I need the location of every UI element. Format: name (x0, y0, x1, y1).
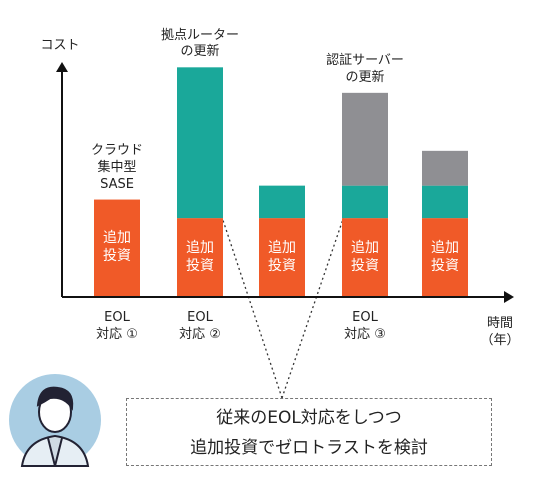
segment-label: 追加 投資 (431, 239, 459, 275)
bar-segment (422, 151, 468, 186)
y-axis-label: コスト (40, 38, 79, 55)
segment-label: 追加 投資 (103, 229, 131, 265)
bar-annotation: 拠点ルーター の更新 (161, 28, 239, 62)
chart: コスト 時間 （年） 従来のEOL対応をしつつ 追加投資でゼロトラストを検討 追… (0, 0, 560, 477)
callout: 従来のEOL対応をしつつ 追加投資でゼロトラストを検討 (126, 398, 492, 466)
x-tick-label: EOL 対応 ② (179, 310, 221, 344)
y-axis-arrow (56, 62, 68, 72)
x-tick-label: EOL 対応 ③ (344, 310, 386, 344)
bar-segment (177, 67, 223, 218)
x-axis-label: 時間 （年） (480, 316, 519, 350)
bar-segment (342, 186, 388, 218)
x-tick-label: EOL 対応 ① (96, 310, 138, 344)
bar-segment (259, 186, 305, 218)
bar-annotation: クラウド 集中型 SASE (91, 143, 143, 194)
x-axis-arrow (504, 291, 514, 303)
segment-label: 追加 投資 (186, 239, 214, 275)
bar-annotation: 認証サーバー の更新 (326, 53, 404, 87)
bar-segment (342, 93, 388, 186)
segment-label: 追加 投資 (268, 239, 296, 275)
bar-segment (422, 186, 468, 218)
segment-label: 追加 投資 (351, 239, 379, 275)
